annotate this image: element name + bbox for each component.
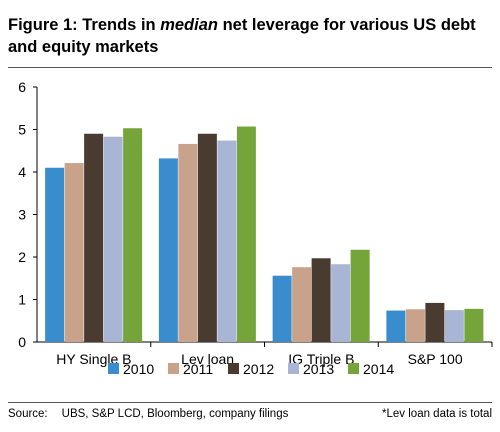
source-text: UBS, S&P LCD, Bloomberg, company filings	[61, 408, 289, 420]
chart-title-prefix: Figure 1: Trends in	[8, 16, 161, 34]
bar-2012	[311, 258, 331, 342]
legend-swatch-2014	[348, 363, 359, 374]
y-tick-label: 4	[18, 164, 26, 180]
chart-title-suffix: net leverage for various US debt and equ…	[8, 16, 476, 56]
bar-2014	[236, 126, 256, 343]
legend-label-2011: 2011	[183, 361, 213, 377]
y-tick-label: 2	[18, 249, 26, 265]
chart-title: Figure 1: Trends in median net leverage …	[8, 14, 492, 58]
bar-2013	[217, 140, 237, 342]
top-divider	[8, 67, 492, 68]
bar-2012	[197, 133, 217, 342]
bar-2014	[464, 308, 484, 342]
bar-2010	[158, 158, 178, 342]
legend-swatch-2012	[228, 363, 239, 374]
legend-label-2013: 2013	[303, 361, 334, 377]
bar-2011	[64, 163, 84, 342]
bar-2014	[350, 249, 370, 342]
legend-swatch-2010	[108, 363, 119, 374]
legend-swatch-2011	[168, 363, 179, 374]
legend-label-2010: 2010	[123, 361, 154, 377]
source-line: Source: UBS, S&P LCD, Bloomberg, company…	[8, 406, 492, 422]
bar-2013	[444, 310, 464, 342]
legend-swatch-2013	[288, 363, 299, 374]
bar-2011	[178, 143, 198, 342]
x-tick-label: HY Single B	[56, 351, 131, 367]
x-tick-label: Lev loan	[181, 351, 234, 367]
bottom-divider	[8, 402, 492, 403]
y-tick-label: 6	[18, 79, 26, 95]
bar-2013	[331, 264, 351, 342]
bar-2010	[45, 167, 65, 342]
bar-2014	[123, 128, 143, 342]
y-tick-label: 1	[18, 292, 26, 308]
y-tick-label: 3	[18, 207, 26, 223]
bar-2013	[103, 136, 123, 342]
bar-2012	[84, 133, 104, 342]
y-tick-label: 0	[18, 334, 26, 350]
source-note: *Lev loan data is total	[382, 408, 492, 420]
y-tick-label: 5	[18, 122, 26, 138]
bar-chart: 0 1 2 3 4 5 6 HY Single B Lev loan IG Triple B S&P…	[18, 79, 493, 377]
bar-2011	[292, 267, 312, 342]
x-tick-label: S&P 100	[408, 351, 463, 367]
bar-2010	[386, 310, 406, 342]
legend-label-2014: 2014	[363, 361, 394, 377]
bar-2010	[272, 275, 292, 342]
x-tick-label: IG Triple B	[288, 351, 354, 367]
bar-2011	[405, 309, 425, 342]
legend-label-2012: 2012	[243, 361, 274, 377]
source-label: Source:	[8, 408, 48, 420]
bar-2012	[425, 302, 445, 342]
chart-title-emphasis: median	[160, 16, 218, 34]
